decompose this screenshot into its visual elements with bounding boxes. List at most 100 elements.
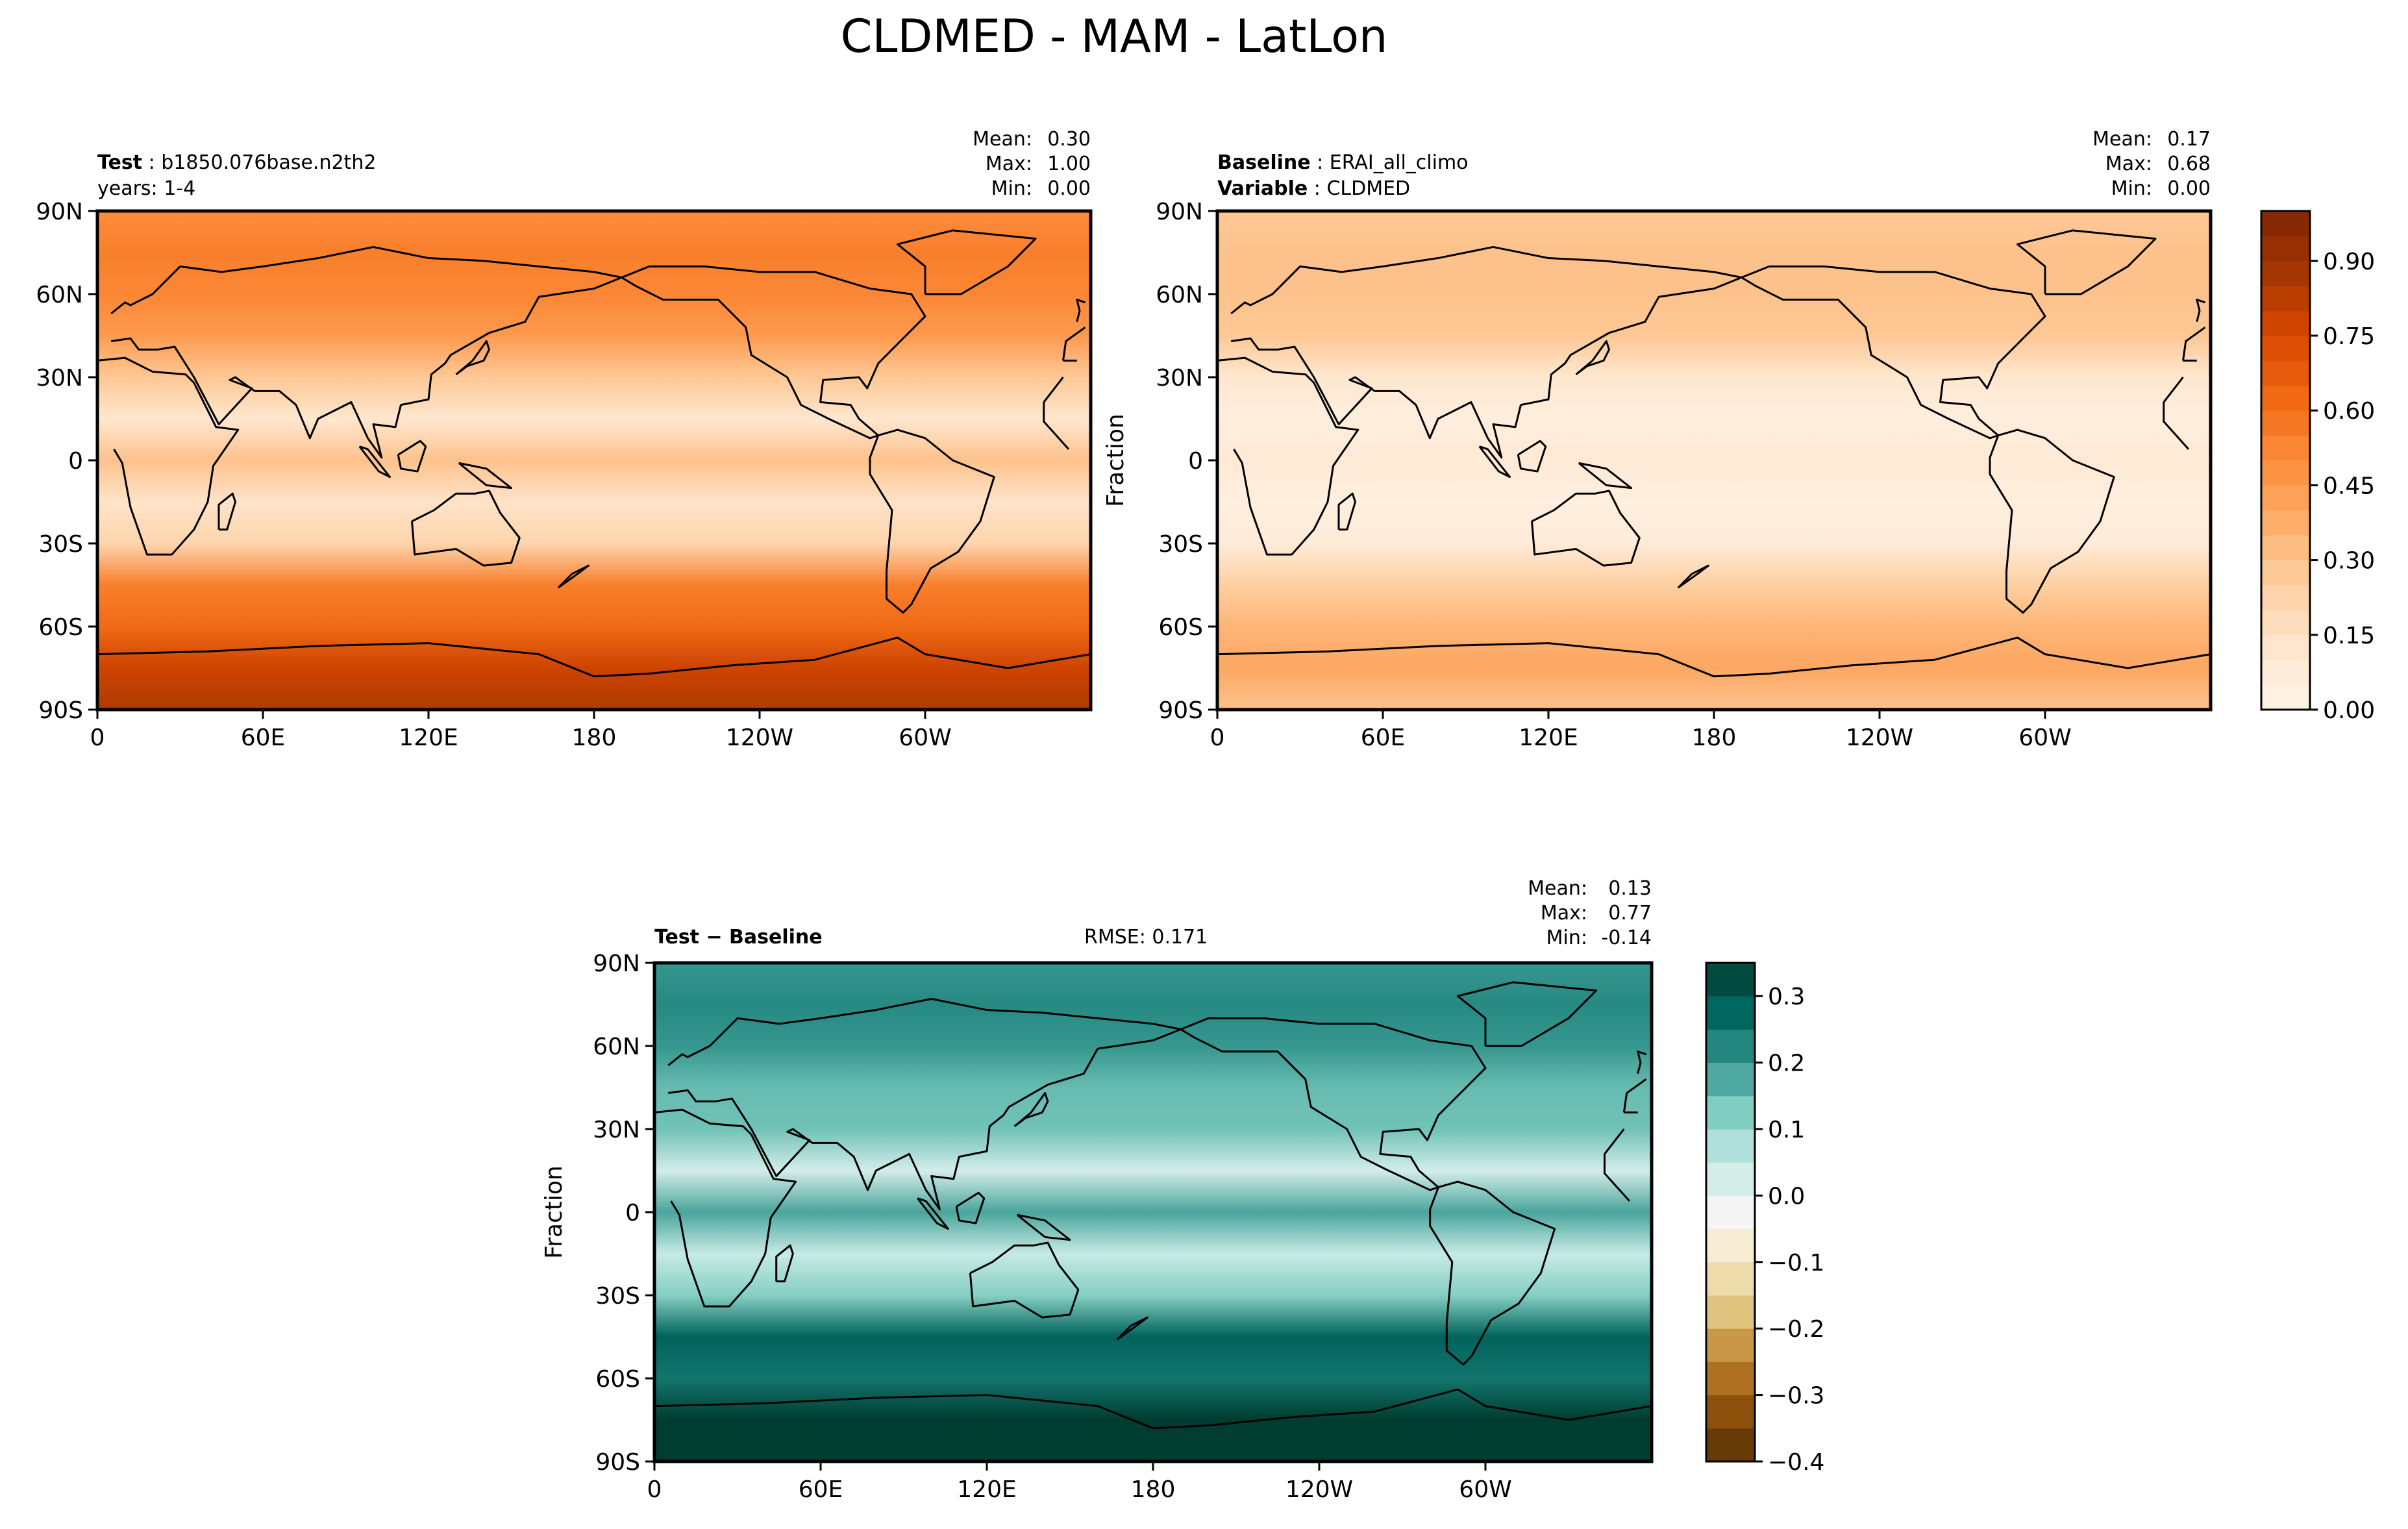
coastline	[1622, 1078, 1647, 1113]
colorbar-tick-label: 0.1	[1768, 1117, 1805, 1143]
colorbar-segment	[2261, 585, 2310, 610]
x-tick-label: 60W	[2018, 725, 2071, 751]
baseline-variable-sep: :	[1308, 177, 1326, 200]
coastline	[2196, 299, 2205, 323]
coastline	[969, 1241, 1080, 1319]
y-tick-label: 60S	[595, 1366, 640, 1393]
y-tick-label: 90S	[595, 1449, 640, 1476]
coastline	[97, 356, 240, 556]
y-tick-label: 90N	[593, 951, 640, 977]
figure-title: CLDMED - MAM - LatLon	[841, 10, 1388, 63]
colorbar-tick-label: 0.45	[2323, 473, 2375, 499]
baseline-label-bold: Baseline	[1217, 151, 1311, 174]
coastline	[1043, 402, 1070, 450]
colorbar-segment	[1706, 1228, 1755, 1263]
y-tick-label: 60S	[1158, 614, 1203, 641]
colorbar-tick-label: 0.75	[2323, 323, 2375, 350]
x-tick-label: 60E	[799, 1476, 843, 1503]
y-tick-label: 90S	[1158, 697, 1203, 724]
coastline	[455, 340, 490, 375]
colorbar-segment	[2261, 286, 2310, 312]
colorbar-segment	[2261, 510, 2310, 536]
colorbar-tick-label: 0.2	[1768, 1050, 1805, 1077]
y-tick-label: 0	[68, 448, 83, 475]
colorbar-tick-label: 0.30	[2323, 548, 2375, 575]
test-min-value: 0.00	[1047, 177, 1091, 200]
y-tick-label: 30S	[1158, 531, 1203, 558]
colorbar-segment	[1706, 996, 1755, 1030]
coastline	[110, 245, 623, 459]
panel-diff: Test − Baseline RMSE: 0.171 Mean: 0.13 M…	[541, 877, 1824, 1503]
colorbar-frame	[2260, 210, 2311, 711]
coastline	[1456, 981, 1598, 1047]
y-tick-label: 30N	[1156, 365, 1203, 392]
x-tick-label: 180	[572, 725, 617, 751]
y-tick-label: 30N	[36, 365, 83, 392]
coastline	[1478, 445, 1511, 479]
coastline	[217, 492, 236, 531]
baseline-ylabel: Fraction	[1102, 414, 1129, 507]
coastline	[2163, 377, 2184, 403]
y-tick-label: 60N	[36, 282, 83, 308]
colorbar-tick-label: 0.0	[1768, 1183, 1805, 1210]
colorbar-segment	[1706, 1361, 1755, 1396]
diff-coastlines	[654, 981, 1652, 1430]
colorbar-segment	[2261, 260, 2310, 286]
colorbar-tick-label: 0.3	[1768, 984, 1805, 1010]
x-tick-label: 180	[1131, 1476, 1176, 1503]
x-tick-label: 0	[1210, 725, 1225, 751]
colorbar-segment	[1706, 1262, 1755, 1296]
x-tick-label: 0	[647, 1476, 662, 1503]
colorbar-segment	[2261, 660, 2310, 686]
diff-max-label: Max:	[1541, 902, 1587, 925]
coastline	[917, 1197, 949, 1230]
coastline	[1076, 299, 1086, 323]
coastline	[1217, 636, 2211, 678]
coastline	[1677, 564, 1709, 589]
test-label-sep: :	[142, 151, 161, 174]
baseline-label-sep: :	[1311, 151, 1330, 174]
test-subtitle: years: 1-4	[97, 177, 195, 200]
diff-ylabel: Fraction	[541, 1165, 567, 1259]
coastline	[1062, 326, 1086, 361]
baseline-max-value: 0.68	[2167, 153, 2211, 175]
y-tick-label: 30S	[595, 1283, 640, 1310]
coastline	[869, 429, 995, 614]
x-tick-label: 120E	[1519, 725, 1578, 751]
colorbar-segment	[1706, 1095, 1755, 1130]
colorbar-segment	[1706, 1029, 1755, 1063]
colorbar-segment	[2261, 684, 2310, 710]
diff-map	[654, 963, 1652, 1461]
baseline-field	[1217, 211, 2211, 710]
panel-baseline: Baseline : ERAI_all_climo Variable : CLD…	[1102, 128, 2375, 751]
colorbar-tick-label: −0.1	[1768, 1250, 1824, 1276]
y-tick-label: 60S	[38, 614, 83, 641]
coastline	[1989, 429, 2115, 614]
diff-y-axis: 90N 60N 30N 0 30S 60S 90S	[593, 951, 654, 1476]
coastline	[97, 636, 1091, 678]
test-max-value: 1.00	[1047, 153, 1091, 175]
colorbar-segment	[2261, 211, 2310, 236]
colorbar-segment	[2261, 385, 2310, 411]
baseline-variable-bold: Variable	[1217, 177, 1308, 200]
diff-x-axis: 0 60E 120E 180 120W 60W	[647, 1461, 1512, 1503]
diff-min-label: Min:	[1546, 926, 1587, 949]
coastline	[1230, 245, 1743, 459]
colorbar-segment	[1706, 1428, 1755, 1462]
baseline-min-label: Min:	[2111, 177, 2152, 200]
colorbar-segment	[2261, 410, 2310, 436]
colorbar-segment	[2261, 634, 2310, 660]
colorbar-tick-label: 0.60	[2323, 398, 2375, 425]
x-tick-label: 120W	[726, 725, 793, 751]
x-tick-label: 60E	[241, 725, 286, 751]
coastline	[2182, 326, 2206, 361]
baseline-min-value: 0.00	[2167, 177, 2211, 200]
colorbar-segment	[1706, 1162, 1755, 1196]
colorbar-segment	[2261, 360, 2310, 386]
test-min-label: Min:	[991, 177, 1032, 200]
coastline	[955, 1191, 986, 1224]
colorbar-segment	[1706, 1195, 1755, 1230]
coastline	[1016, 1213, 1071, 1241]
coastline	[897, 229, 1037, 295]
test-y-axis: 90N 60N 30N 0 30S 60S 90S	[36, 199, 97, 724]
